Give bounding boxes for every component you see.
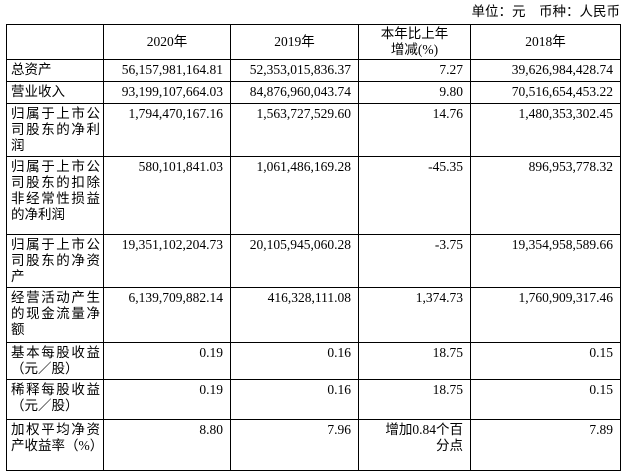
- table-row: 归属于上市公司股东的净利润 1,794,470,167.16 1,563,727…: [6, 103, 621, 157]
- header-year-2019: 2019年: [230, 24, 359, 60]
- value-2020: 0.19: [103, 379, 231, 420]
- financial-summary-table: 2020年 2019年 本年比上年 增减(%) 2018年 总资产 56,157…: [6, 24, 621, 471]
- value-change-text: -3.75: [434, 237, 463, 252]
- value-2020: 0.19: [103, 342, 231, 380]
- metric-label: 稀释每股收益（元／股）: [6, 379, 104, 420]
- value-change-text: 14.76: [432, 106, 463, 121]
- value-change-text: 7.27: [439, 62, 463, 77]
- value-2020: 8.80: [103, 419, 231, 471]
- value-2020: 6,139,709,882.14: [103, 287, 231, 343]
- value-2019: 7.96: [230, 419, 359, 471]
- value-2019: 0.16: [230, 342, 359, 380]
- value-2019: 20,105,945,060.28: [230, 234, 359, 288]
- value-2018: 896,953,778.32: [470, 156, 621, 235]
- value-2018: 0.15: [470, 379, 621, 420]
- value-change-text: 1,374.73: [415, 290, 463, 305]
- metric-label: 总资产: [6, 59, 104, 82]
- table-row: 稀释每股收益（元／股） 0.19 0.16 18.75 0.15: [6, 379, 621, 420]
- table-row: 基本每股收益（元／股） 0.19 0.16 18.75 0.15: [6, 342, 621, 380]
- value-change: -45.35: [358, 156, 471, 235]
- header-yoy-change-line1: 本年比上年: [380, 26, 449, 41]
- value-2018: 7.89: [470, 419, 621, 471]
- value-2019: 0.16: [230, 379, 359, 420]
- value-2020: 19,351,102,204.73: [103, 234, 231, 288]
- metric-label: 归属于上市公司股东的净利润: [6, 103, 104, 157]
- header-row: 2020年 2019年 本年比上年 增减(%) 2018年: [6, 24, 621, 60]
- unit-currency-note: 单位：元 币种：人民币: [471, 4, 621, 19]
- value-2020: 56,157,981,164.81: [103, 59, 231, 82]
- value-2019: 1,061,486,169.28: [230, 156, 359, 235]
- value-change: -3.75: [358, 234, 471, 288]
- table-row: 总资产 56,157,981,164.81 52,353,015,836.37 …: [6, 59, 621, 82]
- value-change-text: 9.80: [439, 84, 463, 99]
- table-row: 归属于上市公司股东的净资产 19,351,102,204.73 20,105,9…: [6, 234, 621, 288]
- value-2020: 1,794,470,167.16: [103, 103, 231, 157]
- value-2018: 19,354,958,589.66: [470, 234, 621, 288]
- value-2019: 416,328,111.08: [230, 287, 359, 343]
- value-2018: 1,480,353,302.45: [470, 103, 621, 157]
- metric-label: 营业收入: [6, 81, 104, 104]
- value-change: 增加0.84个百分点: [358, 419, 471, 471]
- value-change: 9.80: [358, 81, 471, 104]
- value-change-text: -45.35: [428, 159, 463, 174]
- value-change: 18.75: [358, 342, 471, 380]
- metric-label: 归属于上市公司股东的净资产: [6, 234, 104, 288]
- header-year-2018: 2018年: [470, 24, 621, 60]
- header-yoy-change: 本年比上年 增减(%): [358, 24, 471, 60]
- value-2018: 1,760,909,317.46: [470, 287, 621, 343]
- value-change: 7.27: [358, 59, 471, 82]
- header-metric: [6, 24, 104, 60]
- metric-label: 归属于上市公司股东的扣除非经常性损益的净利润: [6, 156, 104, 235]
- value-change: 14.76: [358, 103, 471, 157]
- table-row: 归属于上市公司股东的扣除非经常性损益的净利润 580,101,841.03 1,…: [6, 156, 621, 235]
- value-change: 18.75: [358, 379, 471, 420]
- value-2020: 580,101,841.03: [103, 156, 231, 235]
- value-2019: 84,876,960,043.74: [230, 81, 359, 104]
- value-2019: 52,353,015,836.37: [230, 59, 359, 82]
- value-2018: 39,626,984,428.74: [470, 59, 621, 82]
- value-2019: 1,563,727,529.60: [230, 103, 359, 157]
- value-change-text: 18.75: [432, 382, 463, 397]
- value-2018: 0.15: [470, 342, 621, 380]
- metric-label: 基本每股收益（元／股）: [6, 342, 104, 380]
- table-row: 经营活动产生的现金流量净额 6,139,709,882.14 416,328,1…: [6, 287, 621, 343]
- value-change-text: 增加0.84个百分点: [385, 422, 463, 453]
- value-change: 1,374.73: [358, 287, 471, 343]
- header-yoy-change-line2: 增减(%): [390, 42, 439, 57]
- header-year-2020: 2020年: [103, 24, 231, 60]
- value-2018: 70,516,654,453.22: [470, 81, 621, 104]
- metric-label: 经营活动产生的现金流量净额: [6, 287, 104, 343]
- table-row: 加权平均净资产收益率（%） 8.80 7.96 增加0.84个百分点 7.89: [6, 419, 621, 471]
- value-2020: 93,199,107,664.03: [103, 81, 231, 104]
- value-change-text: 18.75: [432, 345, 463, 360]
- table-row: 营业收入 93,199,107,664.03 84,876,960,043.74…: [6, 81, 621, 104]
- metric-label: 加权平均净资产收益率（%）: [6, 419, 104, 471]
